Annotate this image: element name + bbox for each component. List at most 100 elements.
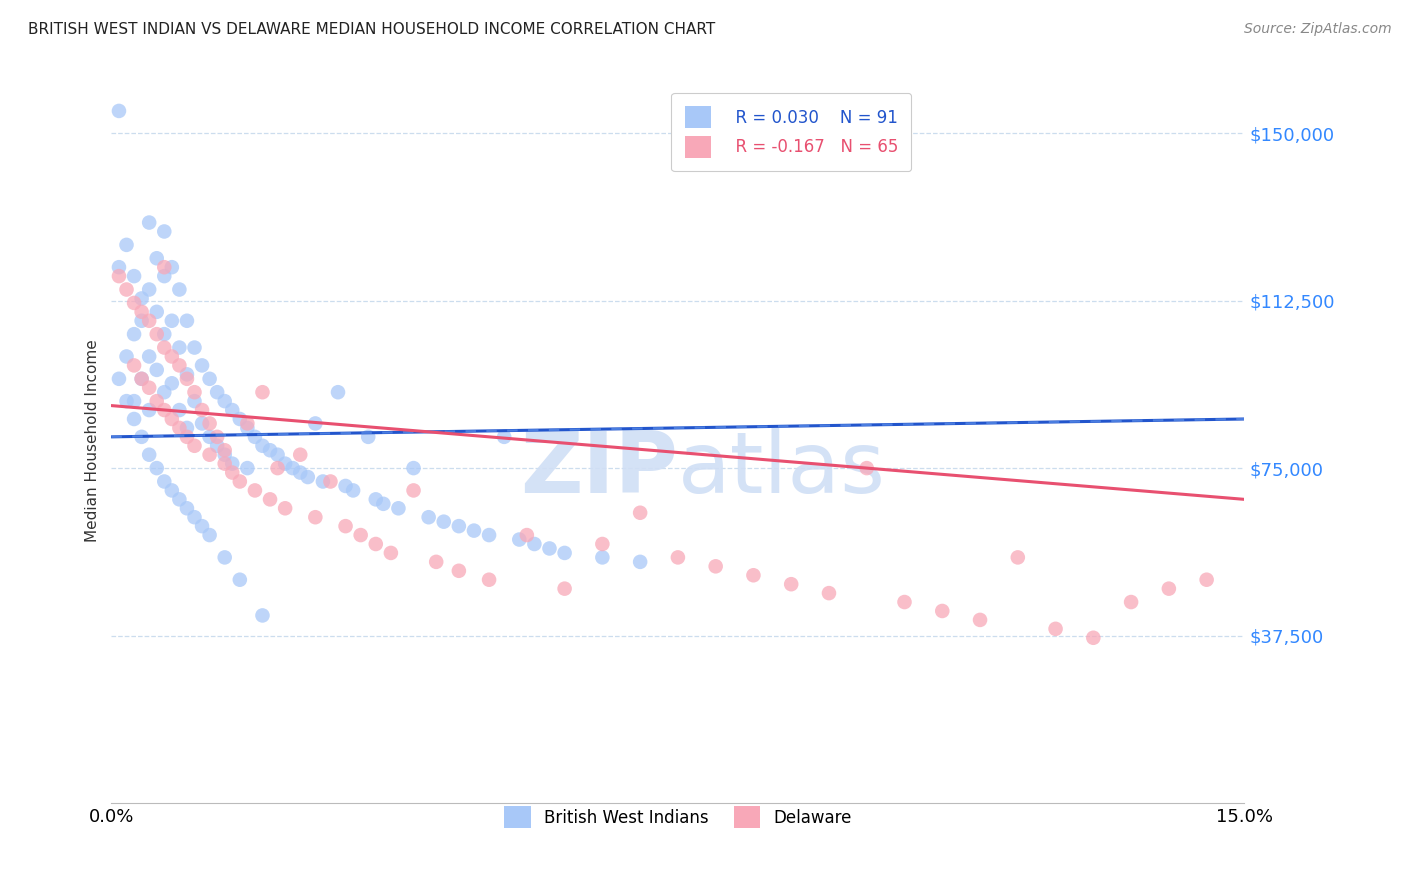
Point <box>266 448 288 462</box>
Point <box>402 483 425 498</box>
Point <box>115 238 138 252</box>
Point <box>169 421 191 435</box>
Point <box>554 546 576 560</box>
Point <box>494 430 516 444</box>
Point <box>1083 631 1105 645</box>
Point <box>169 283 191 297</box>
Point <box>478 528 501 542</box>
Point <box>198 372 221 386</box>
Point <box>350 528 373 542</box>
Point <box>153 475 176 489</box>
Legend: British West Indians, Delaware: British West Indians, Delaware <box>498 800 859 835</box>
Point <box>160 260 183 275</box>
Point <box>138 448 160 462</box>
Point <box>357 430 380 444</box>
Point <box>236 461 259 475</box>
Point <box>252 439 274 453</box>
Point <box>266 461 288 475</box>
Point <box>138 403 160 417</box>
Point <box>628 506 651 520</box>
Point <box>153 327 176 342</box>
Point <box>145 363 167 377</box>
Point <box>221 466 243 480</box>
Point <box>1045 622 1067 636</box>
Point <box>259 492 281 507</box>
Point <box>191 519 214 533</box>
Point <box>198 430 221 444</box>
Point <box>433 515 456 529</box>
Point <box>122 327 145 342</box>
Point <box>191 417 214 431</box>
Point <box>893 595 915 609</box>
Point <box>138 314 160 328</box>
Point <box>236 417 259 431</box>
Point <box>335 519 357 533</box>
Text: Source: ZipAtlas.com: Source: ZipAtlas.com <box>1244 22 1392 37</box>
Point <box>290 466 312 480</box>
Point <box>538 541 561 556</box>
Text: atlas: atlas <box>678 428 886 511</box>
Point <box>122 412 145 426</box>
Point <box>160 350 183 364</box>
Point <box>138 350 160 364</box>
Point <box>160 314 183 328</box>
Point <box>274 457 297 471</box>
Point <box>855 461 877 475</box>
Point <box>364 492 387 507</box>
Point <box>169 341 191 355</box>
Point <box>628 555 651 569</box>
Point <box>969 613 991 627</box>
Point <box>554 582 576 596</box>
Point <box>176 314 198 328</box>
Point <box>145 252 167 266</box>
Point <box>312 475 335 489</box>
Point <box>780 577 803 591</box>
Point <box>259 443 281 458</box>
Point <box>326 385 349 400</box>
Point <box>229 412 252 426</box>
Point <box>319 475 342 489</box>
Point <box>160 376 183 391</box>
Point <box>666 550 689 565</box>
Point <box>205 439 228 453</box>
Point <box>252 385 274 400</box>
Point <box>214 550 236 565</box>
Point <box>122 359 145 373</box>
Point <box>131 305 153 319</box>
Point <box>115 350 138 364</box>
Point <box>138 381 160 395</box>
Point <box>523 537 546 551</box>
Point <box>153 403 176 417</box>
Point <box>508 533 530 547</box>
Point <box>214 394 236 409</box>
Point <box>108 372 131 386</box>
Point <box>108 269 131 284</box>
Point <box>1157 582 1180 596</box>
Point <box>931 604 953 618</box>
Point <box>418 510 440 524</box>
Text: BRITISH WEST INDIAN VS DELAWARE MEDIAN HOUSEHOLD INCOME CORRELATION CHART: BRITISH WEST INDIAN VS DELAWARE MEDIAN H… <box>28 22 716 37</box>
Text: ZIP: ZIP <box>520 428 678 511</box>
Point <box>221 403 243 417</box>
Point <box>478 573 501 587</box>
Point <box>160 483 183 498</box>
Point <box>342 483 364 498</box>
Point <box>153 341 176 355</box>
Point <box>122 296 145 310</box>
Point <box>1007 550 1029 565</box>
Point <box>243 483 266 498</box>
Point <box>122 269 145 284</box>
Point <box>516 528 538 542</box>
Point <box>704 559 727 574</box>
Point <box>145 305 167 319</box>
Point <box>297 470 319 484</box>
Point <box>131 314 153 328</box>
Point <box>183 510 205 524</box>
Point <box>183 385 205 400</box>
Point <box>229 573 252 587</box>
Point <box>447 564 470 578</box>
Point <box>153 269 176 284</box>
Point <box>1119 595 1142 609</box>
Point <box>138 283 160 297</box>
Point <box>252 608 274 623</box>
